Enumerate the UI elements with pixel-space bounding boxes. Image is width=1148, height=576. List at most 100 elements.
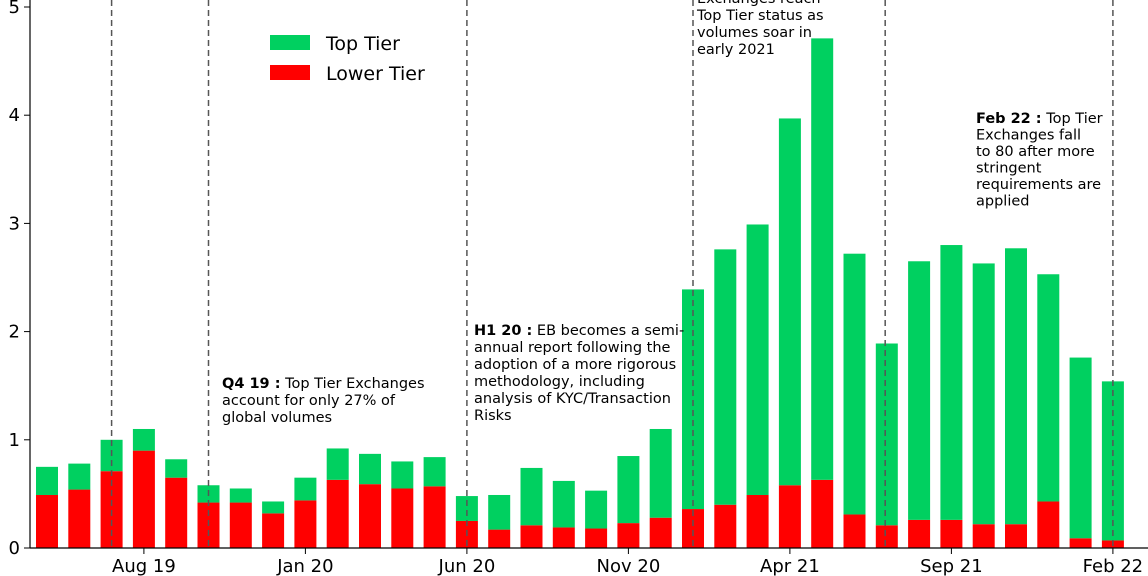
bar-segment	[455, 496, 478, 521]
annotation-text: global volumes	[222, 410, 332, 426]
bar-segment	[875, 343, 898, 526]
annotation-text: volumes soar in	[697, 25, 812, 41]
bar-segment	[36, 494, 58, 548]
annotation-text: account for only 27% of	[222, 393, 396, 409]
bar-segment	[262, 501, 285, 514]
x-tick-label: Apr 21	[760, 556, 820, 576]
annotation-line: H1 20 : EB becomes a semi-	[474, 323, 684, 339]
bar-segment	[391, 488, 414, 548]
annotation-text: Exchanges reach	[697, 0, 821, 7]
annotation-line: account for only 27% of	[222, 393, 396, 409]
bar-segment	[391, 461, 414, 489]
bar-segment	[165, 477, 188, 548]
bar-segment	[908, 519, 931, 548]
bar-segment	[520, 467, 543, 526]
x-tick-label: Jun 20	[438, 556, 496, 576]
annotation-line: global volumes	[222, 410, 332, 426]
bar-segment	[746, 224, 769, 495]
annotation-line: stringent	[976, 161, 1042, 177]
bar-segment	[488, 529, 511, 548]
x-tick-label: Feb 22	[1083, 556, 1144, 576]
annotation-text: EB becomes a semi-	[537, 323, 684, 339]
y-tick-label: 3	[9, 213, 20, 234]
annotation-label: Q4 19 :	[222, 376, 281, 392]
bar-segment	[972, 263, 995, 525]
bar-segment	[229, 502, 252, 548]
bar-segment	[68, 463, 91, 490]
annotation-line: requirements are	[976, 177, 1101, 193]
annotation-line: applied	[976, 194, 1029, 210]
annotation-text: Exchanges fall	[976, 128, 1081, 144]
bar-segment	[649, 517, 672, 548]
bar-segment	[682, 289, 704, 510]
annotation-line: to 80 after more	[976, 144, 1095, 160]
bar-segment	[488, 494, 511, 530]
bar-segment	[778, 118, 801, 486]
annotation-line: Exchanges fall	[976, 128, 1081, 144]
bar-segment	[1005, 524, 1027, 548]
bar-segment	[908, 261, 931, 520]
legend-label: Lower Tier	[326, 63, 425, 85]
bar-segment	[423, 457, 446, 487]
bar-segment	[552, 527, 575, 548]
legend-swatch	[270, 65, 310, 80]
bar-segment	[294, 500, 317, 548]
bar-segment	[229, 488, 252, 503]
bar-segment	[132, 450, 155, 548]
annotation-text: to 80 after more	[976, 144, 1095, 160]
y-tick-label: 0	[9, 538, 20, 559]
y-tick-label: 1	[9, 430, 20, 451]
bar-segment	[165, 459, 188, 478]
x-tick-label: Jan 20	[276, 556, 333, 576]
bar-segment	[875, 525, 898, 548]
bar-segment	[326, 479, 349, 548]
bar-segment	[36, 466, 58, 495]
bar-segment	[617, 523, 640, 548]
bar-segment	[100, 471, 123, 548]
annotation-line: analysis of KYC/Transaction	[474, 391, 671, 407]
annotation-text: methodology, including	[474, 374, 645, 390]
bar-segment	[326, 448, 349, 480]
bar-segment	[1069, 357, 1092, 539]
annotation-line: adoption of a more rigorous	[474, 357, 676, 373]
bar-segment	[617, 456, 640, 524]
bar-segment	[262, 513, 285, 548]
annotation-text: adoption of a more rigorous	[474, 357, 676, 373]
bar-segment	[359, 453, 381, 485]
bar-segment	[423, 486, 446, 548]
x-tick-label: Sep 21	[920, 556, 983, 576]
bar-segment	[1037, 501, 1060, 548]
annotation-line: Top Tier status as	[696, 8, 824, 24]
bar-segment	[359, 484, 381, 548]
bar-segment	[552, 480, 575, 528]
annotation-text: analysis of KYC/Transaction	[474, 391, 671, 407]
bar-segment	[585, 528, 608, 548]
annotation-line: methodology, including	[474, 374, 645, 390]
bar-segment	[778, 485, 801, 548]
y-tick-label: 2	[9, 322, 20, 343]
bar-segment	[132, 428, 155, 451]
bar-segment	[294, 477, 317, 501]
bar-segment	[585, 490, 608, 529]
annotation-line: volumes soar in	[697, 25, 812, 41]
bar-segment	[940, 245, 963, 520]
bar-segment	[682, 509, 704, 548]
bar-segment	[843, 253, 866, 515]
x-tick-label: Nov 20	[597, 556, 661, 576]
bar-segment	[520, 525, 543, 548]
annotation-line: Q4 19 : Top Tier Exchanges	[222, 376, 425, 392]
annotation-text: Risks	[474, 408, 512, 424]
bar-segment	[714, 504, 737, 548]
bar-segment	[843, 514, 866, 548]
bar-segment	[811, 479, 834, 548]
annotation-text: early 2021	[697, 42, 775, 58]
bar-segment	[972, 524, 995, 548]
bar-segment	[1037, 274, 1060, 502]
legend-swatch	[270, 35, 310, 50]
x-tick-label: Aug 19	[112, 556, 176, 576]
annotation-text: annual report following the	[474, 340, 671, 356]
bar-segment	[714, 249, 737, 505]
annotation-text: Top Tier Exchanges	[284, 376, 424, 392]
annotation-text: Top Tier	[1045, 111, 1102, 127]
annotation-text: Top Tier status as	[696, 8, 824, 24]
